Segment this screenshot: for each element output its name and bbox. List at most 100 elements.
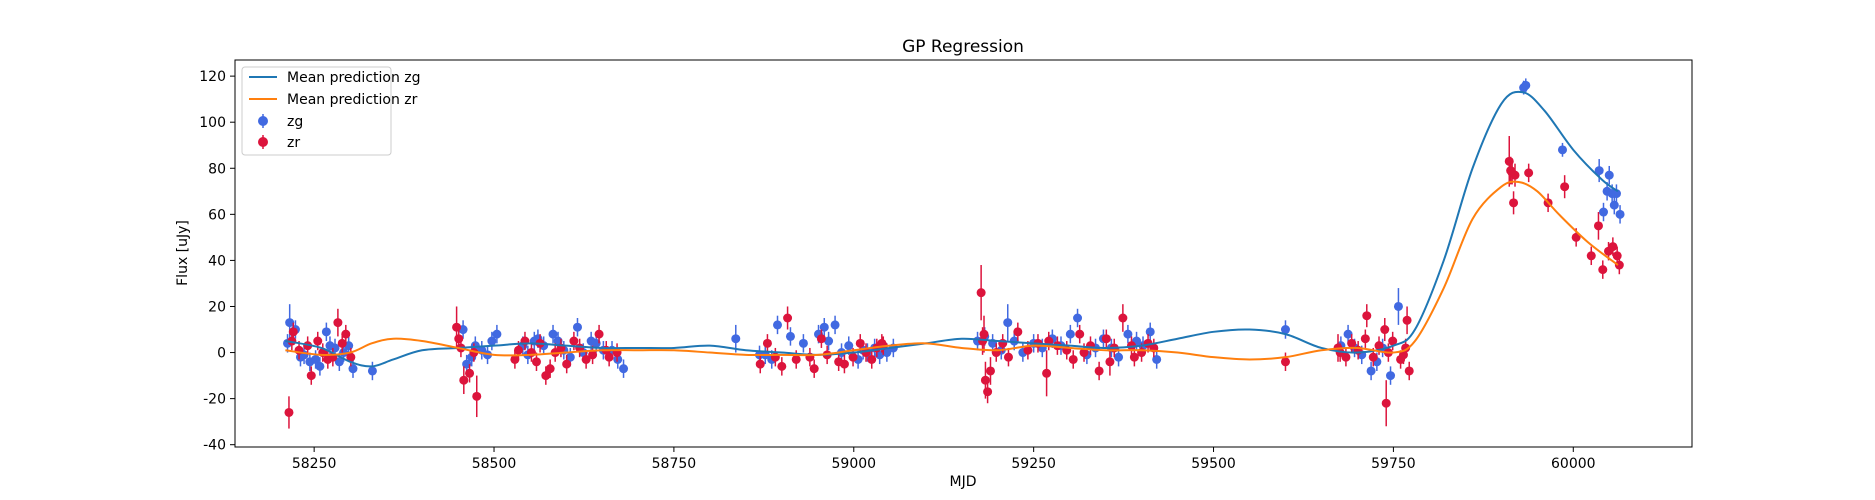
data-point-zr [867,354,877,364]
data-point-zr [452,322,462,332]
data-point-zg [798,338,808,348]
data-point-zr [346,352,356,362]
data-point-zr [777,361,787,371]
data-point-zr [783,313,793,323]
data-point-zr [1374,341,1384,351]
data-point-zr [1608,242,1618,252]
data-point-zg [1604,170,1614,180]
x-tick-label: 59000 [832,456,877,472]
data-point-zg [1611,189,1621,199]
legend-frame [241,66,392,156]
data-point-zg [1521,80,1531,90]
data-point-zg [1003,318,1013,328]
y-tick-label: 20 [208,299,226,315]
legend-swatch-zg-marker [258,116,268,126]
data-point-zg [1343,329,1353,339]
data-point-zr [1524,168,1534,178]
data-point-zr [1360,334,1370,344]
data-point-zr [1003,352,1013,362]
legend-label-zg-line: Mean prediction zg [287,70,421,86]
data-point-zg [285,318,295,328]
data-point-zr [976,288,986,298]
data-point-zr [1571,232,1581,242]
data-point-zg [819,322,829,332]
plot-marks [283,78,1625,429]
data-point-zr [1586,251,1596,261]
x-tick-label: 59250 [1011,456,1056,472]
y-tick-label: 100 [199,115,226,131]
data-point-zr [545,364,555,374]
data-point-zg [830,320,840,330]
data-point-zr [1362,311,1372,321]
data-point-zg [315,361,325,371]
data-point-zg [565,352,575,362]
data-point-zr [1388,336,1398,346]
y-tick-label: 60 [208,207,226,223]
data-point-zg [487,336,497,346]
data-point-zr [541,371,551,381]
data-point-zg [731,334,741,344]
data-point-zr [341,329,351,339]
data-point-zr [1614,260,1624,270]
data-point-zr [306,371,316,381]
data-point-zg [1073,313,1083,323]
y-tick-label: -40 [203,438,226,454]
data-point-zr [839,359,849,369]
line-mean-prediction-zr [285,180,1619,361]
data-point-zr [809,364,819,374]
data-point-zg [334,357,344,367]
data-point-zr [1068,354,1078,364]
plot-area [283,78,1625,429]
data-point-zg [1152,354,1162,364]
data-point-zg [1114,352,1124,362]
y-tick-label: 40 [208,253,226,269]
data-point-zr [1368,352,1378,362]
data-point-zg [548,329,558,339]
data-point-zr [1101,334,1111,344]
y-tick-label: -20 [203,392,226,408]
data-point-zr [1129,352,1139,362]
data-point-zg [367,366,377,376]
data-point-zr [1509,198,1519,208]
data-point-zr [1560,182,1570,192]
data-point-zg [773,320,783,330]
data-point-zg [1280,325,1290,335]
data-point-zg [824,336,834,346]
data-point-zr [1341,352,1351,362]
data-point-zr [755,359,765,369]
data-point-zg [492,329,502,339]
data-point-zr [513,345,523,355]
data-point-zr [979,329,989,339]
plot-frame [234,59,1693,448]
x-tick-label: 58500 [472,456,517,472]
data-point-zr [855,338,865,348]
data-point-zr [1380,325,1390,335]
data-point-zr [459,375,469,385]
data-point-zr [1079,348,1089,358]
data-point-zr [604,352,614,362]
data-point-zr [510,354,520,364]
legend-label-zr-line: Mean prediction zr [287,92,418,108]
data-point-zr [1381,398,1391,408]
data-point-zr [1402,315,1412,325]
data-point-zg [1386,371,1396,381]
legend-label-zr: zr [287,135,300,151]
x-tick-label: 59500 [1191,456,1236,472]
data-point-zr [337,338,347,348]
data-point-zr [1118,313,1128,323]
data-point-zr [588,350,598,360]
data-point-zr [1094,366,1104,376]
legend: Mean prediction zg Mean prediction zr zg… [241,66,421,156]
data-point-zg [321,327,331,337]
data-point-zr [454,334,464,344]
x-axis: 58250 58500 58750 59000 59250 59500 59750 60000 [292,447,1596,472]
data-point-zr [569,336,579,346]
data-point-zg [1609,200,1619,210]
y-tick-label: 80 [208,161,226,177]
data-point-zr [594,329,604,339]
data-point-zr [531,357,541,367]
data-point-zr [762,338,772,348]
data-point-zg [1393,301,1403,311]
legend-swatch-zr-marker [258,137,268,147]
data-point-zr [791,354,801,364]
